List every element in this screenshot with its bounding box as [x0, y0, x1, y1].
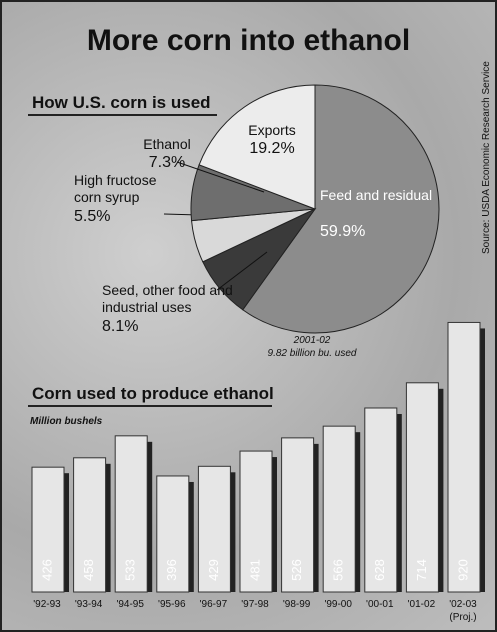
bar — [364, 407, 398, 593]
x-tick-label: '01-02 — [407, 599, 436, 610]
y-axis-label: Million bushels — [30, 416, 103, 427]
bar-value: 458 — [81, 559, 96, 581]
main-title: More corn into ethanol — [86, 24, 411, 57]
bar-shadow — [147, 441, 153, 592]
bar — [447, 321, 481, 593]
bar — [114, 435, 148, 593]
bar-shadow — [313, 443, 319, 592]
bar — [239, 450, 273, 593]
bar-title: Corn used to produce ethanol — [32, 384, 274, 403]
x-tick-label: '00-01 — [366, 599, 394, 610]
bar-value: 714 — [414, 559, 429, 581]
bar-value: 526 — [289, 559, 304, 581]
pie-note: 2001-02 — [293, 335, 331, 346]
bar — [405, 382, 439, 593]
bar-value: 396 — [164, 559, 179, 581]
x-tick-label: '97-98 — [241, 599, 269, 610]
bar-value: 429 — [206, 559, 221, 581]
x-tick-label: '94-95 — [116, 599, 144, 610]
bar-value: 920 — [455, 559, 470, 581]
leader-line — [216, 251, 268, 291]
bar — [197, 465, 231, 593]
bar-shadow — [188, 481, 194, 592]
bar-value: 481 — [247, 559, 262, 581]
leader-line — [176, 161, 265, 193]
slice-value: 19.2% — [249, 140, 295, 157]
pie-note: 9.82 billion bu. used — [267, 348, 357, 359]
bar — [322, 425, 356, 593]
x-tick-label: '92-93 — [33, 599, 61, 610]
bar — [281, 437, 315, 593]
bar-shadow — [272, 457, 277, 592]
slice-label: Feed and residual — [320, 187, 433, 203]
x-tick-label: '99-00 — [324, 599, 352, 610]
bar-shadow — [105, 463, 111, 592]
bar — [73, 457, 107, 593]
x-tick-label: '93-94 — [74, 599, 103, 610]
x-tick-label: '02-03 (Proj.) — [449, 599, 477, 623]
x-tick-label: '98-99 — [282, 599, 311, 610]
slice-label: Seed, other food and industrial uses — [102, 282, 233, 315]
slice-label: High fructose corn syrup — [74, 172, 157, 205]
pie-slice — [242, 84, 440, 334]
bar-shadow — [64, 473, 69, 592]
x-tick-label: '95-96 — [158, 599, 186, 610]
slice-value: 8.1% — [102, 318, 139, 335]
bar-shadow — [480, 328, 485, 592]
bar-value: 426 — [39, 559, 54, 581]
bar-shadow — [438, 388, 444, 592]
bar-value: 533 — [123, 559, 138, 581]
slice-label: Exports — [248, 122, 296, 138]
slice-value: 5.5% — [74, 208, 111, 225]
pie-title: How U.S. corn is used — [32, 93, 211, 112]
pie-slice — [198, 84, 316, 210]
bar-value: 566 — [331, 559, 346, 581]
bar-value: 628 — [372, 559, 387, 581]
slice-value: 59.9% — [320, 223, 366, 240]
slice-value: 7.3% — [148, 154, 186, 171]
x-tick-label: '96-97 — [199, 599, 228, 610]
bar-shadow — [230, 472, 236, 592]
bar — [156, 475, 190, 593]
source: Source: USDA Economic Research Service — [481, 61, 492, 254]
bar — [31, 466, 65, 593]
bar-shadow — [355, 432, 361, 592]
bar-shadow — [396, 413, 402, 592]
slice-label: Ethanol — [143, 136, 191, 152]
